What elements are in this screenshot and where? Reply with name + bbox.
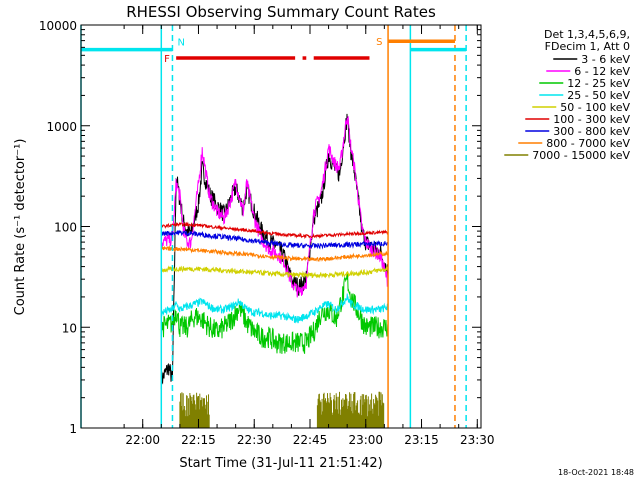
legend-entry-label: 300 - 800 keV xyxy=(553,125,630,138)
legend-entry-label: 800 - 7000 keV xyxy=(546,137,630,150)
x-tick-label: 22:30 xyxy=(237,433,272,447)
series-line-50-100-kev xyxy=(160,265,389,279)
x-tick-label: 23:30 xyxy=(460,433,495,447)
legend-header-line: FDecim 1, Att 0 xyxy=(545,40,630,53)
plot-frame xyxy=(80,24,482,429)
x-tick-label: 22:45 xyxy=(293,433,328,447)
series-layer xyxy=(160,113,389,428)
y-tick-label: 10000 xyxy=(39,19,77,33)
series-line-25-50-kev xyxy=(160,293,389,324)
legend-entry-label: 50 - 100 keV xyxy=(560,101,630,114)
series-line-12-25-kev xyxy=(160,272,389,354)
series-line-100-300-kev xyxy=(160,221,389,240)
legend-entry-label: 3 - 6 keV xyxy=(581,53,630,66)
legend-entry-label: 100 - 300 keV xyxy=(553,113,630,126)
series-line-800-7000-kev xyxy=(161,245,389,263)
axes: 22:00 22:15 22:30 22:45 23:00 23:15 23:30 1 10 10… xyxy=(39,19,495,447)
flag-label-n: N xyxy=(177,37,184,48)
x-axis-label: Start Time (31-Jul-11 21:51:42) xyxy=(179,456,382,471)
legend-entry-label: 6 - 12 keV xyxy=(574,65,630,78)
series-line-7000-15000-kev xyxy=(179,391,385,428)
flag-overlays: S FN xyxy=(80,25,467,428)
series-line-300-800-kev xyxy=(160,229,389,250)
chart-title: RHESSI Observing Summary Count Rates xyxy=(126,3,436,21)
series-line-6-12-kev xyxy=(160,116,389,298)
y-axis-label: Count Rate (s⁻¹ detector⁻¹) xyxy=(13,139,28,316)
legend: Det 1,3,4,5,6,9,FDecim 1, Att 03 - 6 keV… xyxy=(504,28,630,162)
legend-entry-label: 7000 - 15000 keV xyxy=(532,149,630,162)
series-line-3-6-kev xyxy=(160,113,389,390)
legend-header-line: Det 1,3,4,5,6,9, xyxy=(544,28,630,41)
x-tick-label: 23:15 xyxy=(404,433,439,447)
flag-bar-label-s: S xyxy=(376,37,382,48)
y-tick-label: 100 xyxy=(54,221,77,235)
y-tick-label: 10 xyxy=(62,321,77,335)
x-tick-label: 23:00 xyxy=(348,433,383,447)
render-timestamp: 18-Oct-2021 18:48 xyxy=(558,468,634,477)
x-tick-label: 22:15 xyxy=(181,433,216,447)
legend-entry-label: 25 - 50 keV xyxy=(567,89,630,102)
y-tick-label: 1 xyxy=(69,422,77,436)
y-tick-label: 1000 xyxy=(46,120,77,134)
legend-entry-label: 12 - 25 keV xyxy=(567,77,630,90)
x-tick-label: 22:00 xyxy=(125,433,160,447)
flag-bar-label-f: F xyxy=(164,54,170,65)
